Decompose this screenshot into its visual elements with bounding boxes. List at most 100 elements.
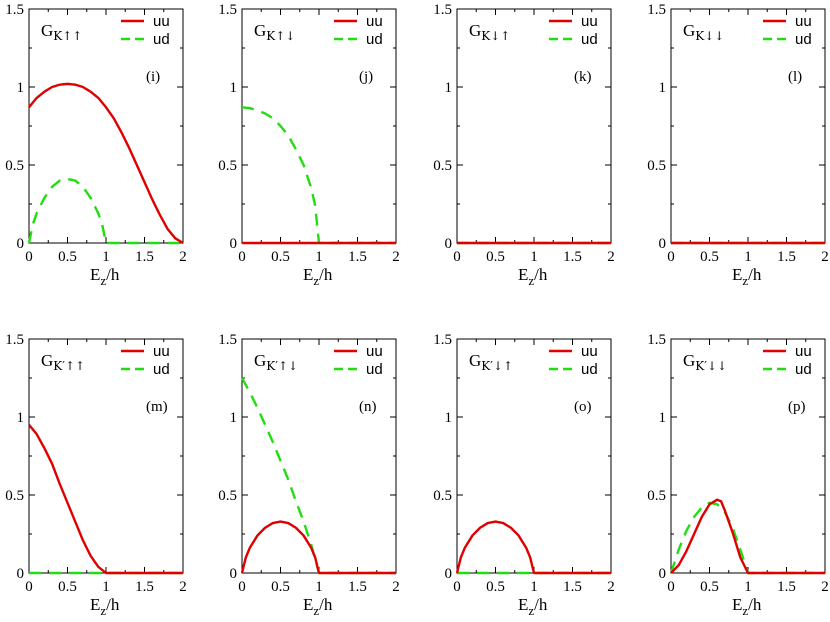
x-axis-label: Ez/h bbox=[303, 595, 333, 618]
panel-title: GK′↑↓ bbox=[254, 351, 298, 373]
x-tick-label: 0.5 bbox=[58, 579, 77, 595]
x-tick-label: 1 bbox=[744, 579, 752, 595]
x-tick-label: 1 bbox=[530, 579, 538, 595]
legend-label-uu: uu bbox=[153, 13, 170, 30]
series-group bbox=[28, 82, 184, 245]
legend-label-uu: uu bbox=[153, 343, 170, 360]
legend-label-ud: ud bbox=[581, 361, 598, 378]
x-tick-label: 0 bbox=[25, 249, 33, 265]
panel-label: (m) bbox=[146, 399, 168, 415]
y-tick-label: 0.5 bbox=[433, 158, 452, 174]
series-line-uu bbox=[28, 82, 184, 245]
legend-label-uu: uu bbox=[366, 343, 383, 360]
panel-title: GK↑↓ bbox=[254, 21, 295, 43]
x-axis-label: Ez/h bbox=[90, 595, 120, 618]
x-tick-label: 2 bbox=[392, 249, 400, 265]
series-line-ud bbox=[241, 106, 396, 245]
x-tick-label: 0.5 bbox=[700, 249, 719, 265]
legend-label-ud: ud bbox=[153, 31, 170, 48]
x-tick-label: 1 bbox=[530, 249, 538, 265]
y-tick-label: 0 bbox=[659, 566, 667, 582]
panel-label: (o) bbox=[574, 399, 592, 415]
series-group bbox=[28, 424, 183, 575]
panel-title: GK↓↑ bbox=[469, 21, 510, 43]
series-group bbox=[456, 520, 611, 575]
y-tick-label: 1.5 bbox=[433, 332, 452, 348]
y-tick-label: 0.5 bbox=[5, 488, 24, 504]
panel-title: GK↓↓ bbox=[683, 21, 724, 43]
y-tick-label: 1 bbox=[230, 410, 238, 426]
series-line-uu bbox=[670, 498, 825, 575]
x-tick-label: 1.5 bbox=[348, 249, 367, 265]
y-tick-label: 1.5 bbox=[218, 2, 237, 18]
series-line-uu bbox=[28, 424, 183, 575]
x-tick-label: 2 bbox=[179, 249, 187, 265]
x-tick-label: 0.5 bbox=[58, 249, 77, 265]
y-tick-label: 0.5 bbox=[5, 158, 24, 174]
legend-label-uu: uu bbox=[581, 343, 598, 360]
x-tick-label: 2 bbox=[821, 249, 829, 265]
x-axis-label: Ez/h bbox=[90, 265, 120, 288]
x-tick-label: 0.5 bbox=[700, 579, 719, 595]
y-tick-label: 0.5 bbox=[218, 158, 237, 174]
y-tick-label: 1.5 bbox=[647, 2, 666, 18]
y-tick-label: 0 bbox=[445, 236, 453, 252]
series-line-uu bbox=[456, 520, 611, 575]
x-tick-label: 0 bbox=[25, 579, 33, 595]
panel-title: GK′↓↓ bbox=[683, 351, 727, 373]
y-tick-label: 1.5 bbox=[218, 332, 237, 348]
x-tick-label: 0.5 bbox=[271, 249, 290, 265]
y-tick-label: 0.5 bbox=[433, 488, 452, 504]
legend-label-ud: ud bbox=[795, 361, 812, 378]
x-tick-label: 2 bbox=[179, 579, 187, 595]
x-tick-label: 1.5 bbox=[777, 249, 796, 265]
y-tick-label: 1 bbox=[17, 80, 25, 96]
x-axis-label: Ez/h bbox=[732, 595, 762, 618]
y-tick-label: 1 bbox=[17, 410, 25, 426]
x-tick-label: 0.5 bbox=[486, 579, 505, 595]
panel-label: (j) bbox=[359, 69, 373, 85]
panel-title: GK′↓↑ bbox=[469, 351, 513, 373]
y-tick-label: 1 bbox=[445, 80, 453, 96]
x-tick-label: 1.5 bbox=[563, 579, 582, 595]
legend-label-uu: uu bbox=[366, 13, 383, 30]
x-axis-label: Ez/h bbox=[303, 265, 333, 288]
x-tick-label: 2 bbox=[607, 249, 615, 265]
panel-label: (l) bbox=[788, 69, 802, 85]
x-tick-label: 2 bbox=[607, 579, 615, 595]
legend-label-uu: uu bbox=[795, 343, 812, 360]
x-tick-label: 0 bbox=[453, 249, 461, 265]
y-tick-label: 0.5 bbox=[647, 488, 666, 504]
x-tick-label: 1.5 bbox=[135, 249, 154, 265]
x-tick-label: 1 bbox=[102, 579, 110, 595]
series-line-uu bbox=[241, 520, 396, 575]
panel-label: (p) bbox=[788, 399, 806, 415]
x-axis-label: Ez/h bbox=[518, 595, 548, 618]
panel-title: GK′↑↑ bbox=[41, 351, 85, 373]
panel-label: (i) bbox=[146, 69, 160, 85]
series-group bbox=[241, 377, 396, 575]
x-tick-label: 1 bbox=[315, 579, 323, 595]
legend-label-uu: uu bbox=[795, 13, 812, 30]
legend-label-ud: ud bbox=[366, 361, 383, 378]
y-tick-label: 0 bbox=[659, 236, 667, 252]
panel-title: GK↑↑ bbox=[41, 21, 82, 43]
series-line-ud bbox=[670, 501, 825, 575]
series-group bbox=[670, 498, 825, 575]
y-tick-label: 1 bbox=[230, 80, 238, 96]
x-tick-label: 0 bbox=[238, 249, 246, 265]
legend-label-ud: ud bbox=[153, 361, 170, 378]
x-tick-label: 2 bbox=[392, 579, 400, 595]
x-tick-label: 1.5 bbox=[563, 249, 582, 265]
y-tick-label: 0.5 bbox=[218, 488, 237, 504]
y-tick-label: 0 bbox=[230, 236, 238, 252]
legend-label-ud: ud bbox=[581, 31, 598, 48]
